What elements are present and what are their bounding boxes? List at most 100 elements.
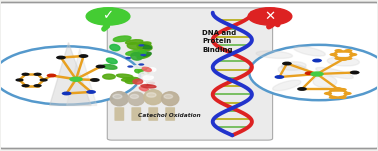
Ellipse shape <box>110 92 129 106</box>
Circle shape <box>56 56 66 59</box>
Ellipse shape <box>294 46 325 56</box>
Ellipse shape <box>143 76 153 80</box>
Circle shape <box>305 71 314 75</box>
Ellipse shape <box>161 92 179 106</box>
Circle shape <box>15 78 24 82</box>
Ellipse shape <box>164 94 173 98</box>
Ellipse shape <box>147 81 158 85</box>
Circle shape <box>310 71 324 77</box>
Ellipse shape <box>256 51 293 58</box>
Ellipse shape <box>313 76 337 88</box>
FancyBboxPatch shape <box>0 2 378 149</box>
Ellipse shape <box>138 69 151 74</box>
Ellipse shape <box>138 82 146 86</box>
Ellipse shape <box>103 74 115 79</box>
Ellipse shape <box>107 58 117 64</box>
Circle shape <box>125 57 131 59</box>
Circle shape <box>274 75 284 79</box>
Circle shape <box>138 44 144 47</box>
Circle shape <box>34 73 42 76</box>
Ellipse shape <box>113 94 122 99</box>
Ellipse shape <box>125 40 143 44</box>
Circle shape <box>324 92 332 95</box>
Circle shape <box>282 62 292 66</box>
Circle shape <box>96 65 105 68</box>
Circle shape <box>335 49 343 52</box>
Circle shape <box>127 65 133 68</box>
Ellipse shape <box>130 94 138 98</box>
Ellipse shape <box>131 52 143 60</box>
Ellipse shape <box>138 42 151 46</box>
Text: ✓: ✓ <box>102 9 114 22</box>
Ellipse shape <box>133 79 143 84</box>
Ellipse shape <box>135 51 146 56</box>
FancyBboxPatch shape <box>165 107 175 121</box>
Circle shape <box>0 46 140 105</box>
FancyBboxPatch shape <box>107 8 273 140</box>
Ellipse shape <box>138 72 147 78</box>
Text: Catechol Oxidation: Catechol Oxidation <box>138 113 201 118</box>
Ellipse shape <box>137 43 152 51</box>
Ellipse shape <box>139 45 152 49</box>
Circle shape <box>34 84 42 87</box>
Ellipse shape <box>128 92 144 105</box>
Circle shape <box>297 87 307 91</box>
Text: DNA and
Protein
Binding: DNA and Protein Binding <box>202 30 236 53</box>
Circle shape <box>140 54 146 56</box>
Ellipse shape <box>147 68 156 72</box>
Circle shape <box>349 53 357 56</box>
Ellipse shape <box>122 77 139 81</box>
Ellipse shape <box>133 66 147 68</box>
Circle shape <box>339 96 347 99</box>
Circle shape <box>335 57 343 60</box>
Ellipse shape <box>135 67 150 73</box>
Text: ✕: ✕ <box>264 10 276 23</box>
Ellipse shape <box>144 82 155 86</box>
Ellipse shape <box>273 80 301 91</box>
Circle shape <box>344 49 352 52</box>
Circle shape <box>86 8 130 25</box>
Ellipse shape <box>139 87 149 91</box>
Circle shape <box>330 53 338 56</box>
Ellipse shape <box>142 67 151 71</box>
Circle shape <box>344 57 352 60</box>
Circle shape <box>39 78 48 82</box>
Ellipse shape <box>281 62 306 70</box>
Ellipse shape <box>125 79 137 84</box>
Circle shape <box>329 96 337 99</box>
Circle shape <box>90 78 100 82</box>
Ellipse shape <box>137 54 150 59</box>
Circle shape <box>350 71 359 74</box>
Circle shape <box>339 88 347 91</box>
Ellipse shape <box>116 74 133 78</box>
Ellipse shape <box>327 57 359 66</box>
FancyBboxPatch shape <box>148 107 158 121</box>
Circle shape <box>333 87 343 91</box>
Circle shape <box>62 92 71 95</box>
Circle shape <box>22 73 30 76</box>
Circle shape <box>339 57 348 61</box>
Ellipse shape <box>141 85 156 88</box>
Ellipse shape <box>278 64 308 76</box>
Ellipse shape <box>316 67 353 79</box>
Circle shape <box>312 59 322 63</box>
Ellipse shape <box>113 36 131 42</box>
Polygon shape <box>67 49 97 105</box>
Ellipse shape <box>147 93 156 97</box>
Ellipse shape <box>144 90 163 105</box>
Ellipse shape <box>138 52 151 56</box>
Circle shape <box>46 74 56 77</box>
Circle shape <box>79 54 88 58</box>
Ellipse shape <box>110 44 120 51</box>
Circle shape <box>22 84 30 87</box>
Circle shape <box>69 77 83 82</box>
Ellipse shape <box>127 43 143 49</box>
Ellipse shape <box>102 64 117 69</box>
Circle shape <box>86 90 96 94</box>
Ellipse shape <box>144 71 154 75</box>
Ellipse shape <box>126 50 145 55</box>
Circle shape <box>249 45 378 100</box>
Circle shape <box>329 88 337 91</box>
FancyBboxPatch shape <box>115 107 124 121</box>
Circle shape <box>248 8 292 25</box>
